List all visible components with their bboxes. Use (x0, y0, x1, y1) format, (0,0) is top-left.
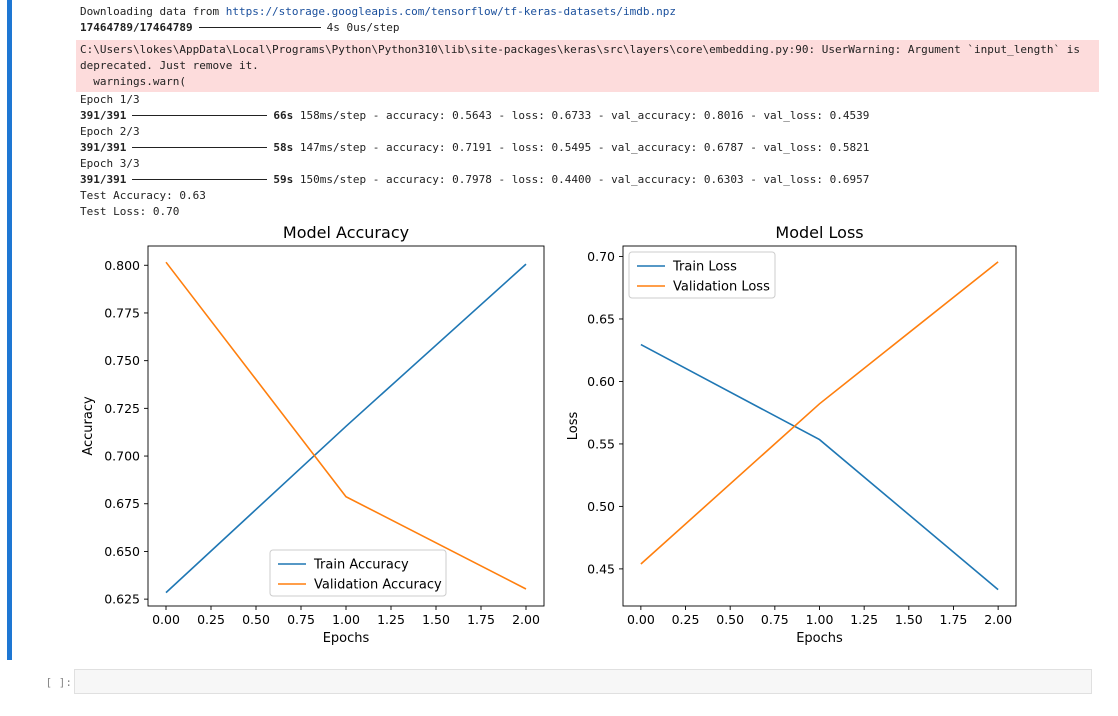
download-time: 4s 0us/step (326, 21, 400, 34)
x-tick-label: 0.50 (242, 612, 270, 627)
chart-title: Model Loss (775, 223, 863, 242)
y-tick-label: 0.55 (587, 436, 615, 451)
x-tick-label: 0.00 (152, 612, 180, 627)
y-tick-label: 0.45 (587, 561, 615, 576)
epoch-progress-3: 391/391 59s 150ms/step - accuracy: 0.7978… (80, 172, 1095, 188)
epoch-steps-3: 391/391 (80, 173, 127, 186)
legend-label-1: Train Loss (672, 260, 737, 275)
chart-title: Model Accuracy (283, 223, 409, 242)
epoch-progress-2: 391/391 58s 147ms/step - accuracy: 0.7191… (80, 140, 1095, 156)
epoch-steps-2: 391/391 (80, 141, 127, 154)
y-tick-label: 0.70 (587, 249, 615, 264)
x-tick-label: 0.25 (197, 612, 225, 627)
series-line-2 (165, 261, 527, 590)
download-line: Downloading data from https://storage.go… (80, 4, 1095, 20)
x-tick-label: 0.50 (716, 612, 744, 627)
y-tick-label: 0.675 (104, 496, 140, 511)
x-tick-label: 1.50 (895, 612, 923, 627)
x-tick-label: 0.25 (672, 612, 700, 627)
download-prefix: Downloading data from (80, 5, 226, 18)
x-tick-label: 2.00 (984, 612, 1012, 627)
download-progress: 17464789/17464789 (80, 21, 193, 34)
epoch-label-2: Epoch 2/3 (80, 125, 140, 138)
epoch-progress-1: 391/391 66s 158ms/step - accuracy: 0.5643… (80, 108, 1095, 124)
code-input-cell[interactable] (74, 669, 1092, 694)
epoch-progress-bar-1 (132, 114, 268, 116)
y-tick-label: 0.725 (104, 401, 140, 416)
epoch-time-1: 66s (273, 109, 294, 122)
download-url-link[interactable]: https://storage.googleapis.com/tensorflo… (225, 5, 677, 18)
legend-box (628, 251, 776, 299)
y-tick-label: 0.775 (104, 305, 140, 320)
matplotlib-figure: Model Accuracy 0.00 0.25 0.50 0.75 1.00 1.25 1.… (70, 216, 1030, 660)
y-tick-label: 0.700 (104, 449, 140, 464)
epoch-progress-bar-3 (132, 178, 268, 180)
warning-call: warnings.warn( (80, 75, 186, 88)
epoch-metrics-2: 147ms/step - accuracy: 0.7191 - loss: 0.… (299, 141, 870, 154)
legend-label-2: Validation Loss (673, 280, 770, 295)
epoch-steps-1: 391/391 (80, 109, 127, 122)
plot-frame (622, 245, 1017, 607)
warning-text: C:\Users\lokes\AppData\Local\Programs\Py… (80, 43, 1087, 72)
x-tick-label: 1.25 (850, 612, 878, 627)
test-loss: Test Loss: 0.70 (80, 205, 180, 218)
y-tick-label: 0.65 (587, 311, 615, 326)
epoch-time-2: 58s (273, 141, 294, 154)
y-tick-label: 0.60 (587, 374, 615, 389)
legend: Train Loss Validation Loss (628, 251, 776, 299)
legend-box (269, 549, 447, 597)
stderr-warning: C:\Users\lokes\AppData\Local\Programs\Py… (76, 40, 1099, 92)
active-cell-indicator[interactable] (7, 0, 12, 660)
x-tick-label: 1.50 (422, 612, 450, 627)
download-progress-line: 17464789/17464789 4s 0us/step (80, 20, 1095, 36)
x-tick-label: 1.75 (940, 612, 968, 627)
x-tick-label: 2.00 (512, 612, 540, 627)
epoch-log: Epoch 1/3 391/391 66s 158ms/step - accura… (80, 92, 1095, 188)
x-tick-label: 0.75 (287, 612, 315, 627)
epoch-metrics-3: 150ms/step - accuracy: 0.7978 - loss: 0.… (299, 173, 870, 186)
series-line-1 (640, 343, 999, 591)
legend: Train Accuracy Validation Accuracy (269, 549, 447, 597)
y-tick-label: 0.650 (104, 544, 140, 559)
input-prompt: [ ]: (45, 676, 73, 689)
download-progress-bar (198, 26, 321, 28)
series-line-1 (165, 263, 527, 594)
x-tick-label: 1.00 (806, 612, 834, 627)
y-tick-label: 0.800 (104, 258, 140, 273)
cell-output: Downloading data from https://storage.go… (76, 0, 1099, 220)
x-axis-label: Epochs (323, 631, 370, 646)
y-tick-label: 0.50 (587, 499, 615, 514)
subplot-2: Model Loss 0.00 0.25 0.50 0.75 1.00 1.25 1.50 1.… (566, 223, 1017, 646)
x-axis-label: Epochs (796, 631, 843, 646)
legend-label-2: Validation Accuracy (314, 578, 442, 593)
series-line-2 (640, 261, 999, 565)
epoch-metrics-1: 158ms/step - accuracy: 0.5643 - loss: 0.… (299, 109, 870, 122)
test-accuracy: Test Accuracy: 0.63 (80, 189, 206, 202)
x-tick-label: 1.75 (467, 612, 495, 627)
epoch-label-3: Epoch 3/3 (80, 157, 140, 170)
legend-label-1: Train Accuracy (313, 558, 409, 573)
x-tick-label: 0.00 (627, 612, 655, 627)
x-tick-label: 1.00 (332, 612, 360, 627)
epoch-time-3: 59s (273, 173, 294, 186)
y-tick-label: 0.625 (104, 592, 140, 607)
y-tick-label: 0.750 (104, 353, 140, 368)
x-tick-label: 0.75 (761, 612, 789, 627)
epoch-progress-bar-2 (132, 146, 268, 148)
subplot-1: Model Accuracy 0.00 0.25 0.50 0.75 1.00 1.25 1.… (81, 223, 545, 646)
y-axis-label: Accuracy (81, 396, 96, 456)
epoch-label-1: Epoch 1/3 (80, 93, 140, 106)
figure-canvas: Model Accuracy 0.00 0.25 0.50 0.75 1.00 1.25 1.… (81, 223, 1017, 646)
y-axis-label: Loss (566, 412, 581, 441)
x-tick-label: 1.25 (377, 612, 405, 627)
